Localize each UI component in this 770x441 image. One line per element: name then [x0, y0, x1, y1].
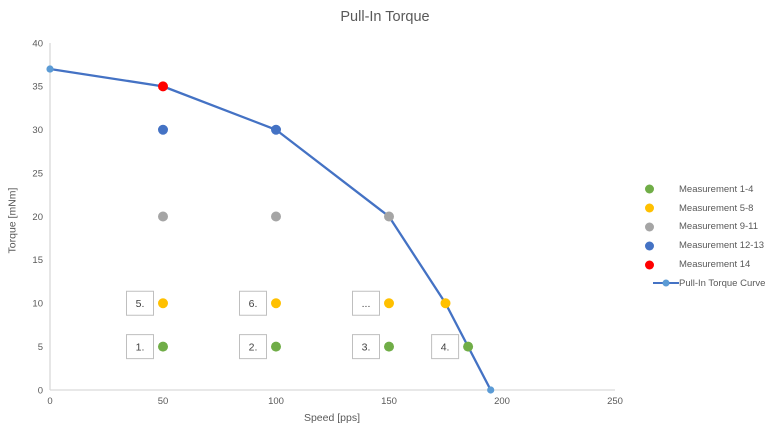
x-tick-label: 250: [607, 396, 623, 407]
legend-marker: [636, 274, 679, 292]
scatter-point: [158, 298, 168, 309]
annotation-box: [352, 290, 380, 316]
legend-item-measurement-9-11: Measurement 9-11: [636, 218, 765, 237]
scatter-point: [271, 211, 281, 222]
scatter-point: [384, 211, 394, 222]
y-axis-title: Torque [mNm]: [6, 187, 19, 254]
x-tick-label: 200: [494, 396, 510, 407]
legend-item-pull-in-torque-curve: Pull-In Torque Curve: [636, 274, 765, 293]
x-tick-label: 150: [381, 396, 397, 407]
y-tick-label: 0: [38, 385, 43, 396]
x-tick-label: 100: [268, 396, 284, 407]
legend-label: Measurement 14: [679, 259, 751, 271]
annotation-label: 5.: [136, 298, 145, 310]
scatter-point: [158, 341, 168, 352]
scatter-point: [158, 211, 168, 222]
gray-dot-icon: [645, 222, 654, 232]
y-tick-label: 5: [38, 342, 43, 353]
annotation-label: 3.: [362, 341, 371, 353]
y-tick-label: 20: [32, 212, 43, 223]
legend-label: Pull-In Torque Curve: [679, 277, 766, 289]
legend-marker: [636, 237, 679, 255]
scatter-point: [271, 341, 281, 352]
scatter-point: [271, 124, 281, 135]
annotation-box: [126, 290, 154, 316]
scatter-point: [271, 298, 281, 309]
annotation-box: [126, 334, 154, 360]
red-dot-icon: [645, 260, 654, 270]
x-axis-title: Speed [pps]: [303, 412, 361, 424]
blue-dot-icon: [645, 241, 654, 251]
y-tick-label: 40: [32, 38, 43, 49]
chart-title: Pull-In Torque: [340, 9, 430, 25]
annotation-label: 2.: [249, 341, 258, 353]
annotation-box: [352, 334, 380, 360]
scatter-point: [158, 81, 168, 92]
y-tick-label: 25: [32, 168, 43, 179]
legend-item-measurement-1-4: Measurement 1-4: [636, 180, 765, 199]
legend-marker: [636, 180, 679, 198]
legend-marker: [636, 218, 679, 236]
curve-marker: [46, 65, 54, 73]
curve-marker: [487, 386, 495, 394]
legend-label: Measurement 1-4: [679, 183, 754, 195]
annotation-label: 4.: [441, 341, 450, 353]
yellow-dot-icon: [645, 203, 654, 213]
legend-label: Measurement 12-13: [679, 240, 765, 252]
y-tick-label: 30: [32, 125, 43, 136]
pull-in-torque-curve: [49, 67, 492, 391]
green-dot-icon: [645, 184, 654, 194]
annotation-label: ...: [362, 298, 371, 310]
annotation-label: 1.: [136, 341, 145, 353]
legend: Measurement 1-4 Measurement 5-8 Measurem…: [636, 180, 765, 293]
annotation-box: [239, 334, 267, 360]
annotation-box: [431, 334, 460, 360]
scatter-point: [384, 298, 394, 309]
curve-marker-icon: [662, 279, 670, 287]
x-tick-label: 0: [47, 396, 52, 407]
scatter-point: [158, 124, 168, 135]
legend-label: Measurement 9-11: [679, 221, 759, 233]
legend-item-measurement-5-8: Measurement 5-8: [636, 199, 765, 218]
annotation-box: [239, 290, 267, 316]
y-tick-label: 15: [32, 255, 43, 266]
scatter-point: [440, 298, 451, 309]
y-tick-label: 10: [32, 299, 43, 310]
y-tick-label: 35: [32, 82, 43, 93]
scatter-point: [463, 341, 474, 352]
x-tick-label: 50: [158, 396, 169, 407]
curve-line-icon: [653, 279, 679, 287]
legend-item-measurement-14: Measurement 14: [636, 255, 765, 274]
legend-label: Measurement 5-8: [679, 202, 754, 214]
legend-marker: [636, 199, 679, 217]
annotation-label: 6.: [249, 298, 258, 310]
legend-marker: [636, 256, 679, 274]
scatter-point: [384, 341, 394, 352]
legend-item-measurement-12-13: Measurement 12-13: [636, 236, 765, 255]
